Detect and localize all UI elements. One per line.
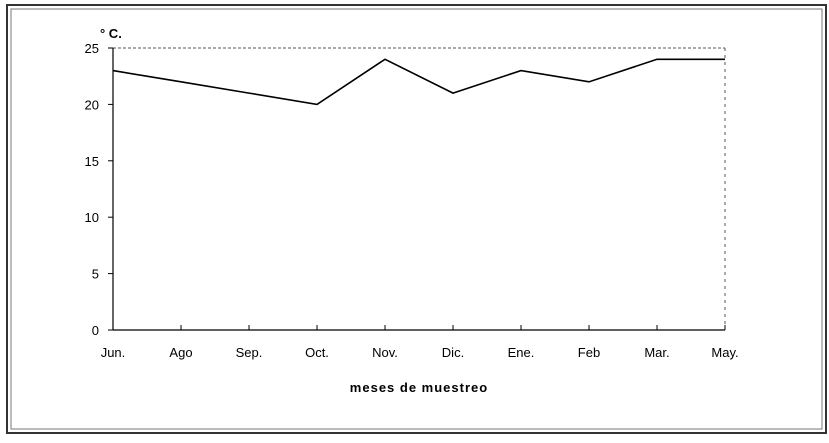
y-tick-label: 15 <box>85 154 99 169</box>
x-axis-label: meses de muestreo <box>350 380 488 395</box>
y-tick-label: 20 <box>85 97 99 112</box>
x-tick-label: Mar. <box>644 345 669 360</box>
x-tick-label: Oct. <box>305 345 329 360</box>
y-tick-label: 5 <box>92 267 99 282</box>
x-tick-label: Sep. <box>236 345 263 360</box>
x-tick-label: May. <box>711 345 738 360</box>
x-tick-label: Nov. <box>372 345 398 360</box>
y-axis-label: ° C. <box>100 26 122 41</box>
x-tick-label: Jun. <box>101 345 126 360</box>
x-tick-label: Feb <box>578 345 600 360</box>
y-tick-label: 25 <box>85 41 99 56</box>
data-line <box>112 58 725 106</box>
y-tick-label: 10 <box>85 210 99 225</box>
x-tick-label: Ene. <box>508 345 535 360</box>
y-tick-label: 0 <box>92 323 99 338</box>
x-tick-label: Dic. <box>442 345 464 360</box>
x-tick-label: Ago <box>169 345 192 360</box>
frame <box>6 4 827 434</box>
inner-frame <box>10 8 823 430</box>
